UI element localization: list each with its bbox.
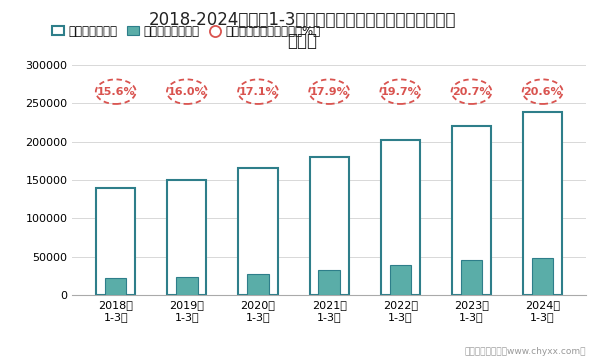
Legend: 总资产（亿元）, 流动资产（亿元）, 流动资产占总资产比率（%）: 总资产（亿元）, 流动资产（亿元）, 流动资产占总资产比率（%）	[48, 20, 326, 42]
Bar	[176, 277, 198, 295]
Text: 17.1%: 17.1%	[239, 87, 277, 97]
Text: 制图：智研咋询（www.chyxx.com）: 制图：智研咋询（www.chyxx.com）	[464, 347, 586, 356]
Text: 统计图: 统计图	[287, 32, 317, 50]
Text: 20.6%: 20.6%	[523, 87, 562, 97]
Bar	[105, 278, 126, 295]
Text: 19.7%: 19.7%	[381, 87, 420, 97]
Bar	[247, 274, 269, 295]
Text: 2018-2024年各年1-3月电力、热力生产和供应业企业资产: 2018-2024年各年1-3月电力、热力生产和供应业企业资产	[148, 11, 456, 29]
Bar	[167, 180, 207, 295]
Bar	[96, 188, 135, 295]
Bar	[523, 112, 562, 295]
Bar	[239, 168, 278, 295]
Bar	[390, 265, 411, 295]
Text: 20.7%: 20.7%	[452, 87, 490, 97]
Text: 17.9%: 17.9%	[310, 87, 349, 97]
Bar	[532, 257, 553, 295]
Text: 16.0%: 16.0%	[167, 87, 206, 97]
Bar	[318, 270, 340, 295]
Bar	[452, 126, 491, 295]
Bar	[461, 260, 482, 295]
Bar	[310, 157, 349, 295]
Bar	[381, 140, 420, 295]
Text: 15.6%: 15.6%	[97, 87, 135, 97]
